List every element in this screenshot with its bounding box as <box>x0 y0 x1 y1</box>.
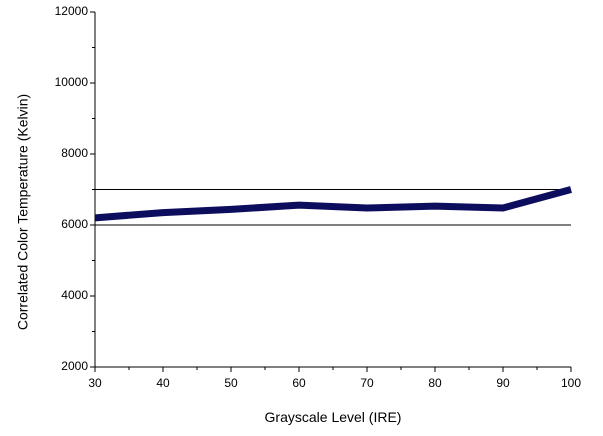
y-tick-label-10000: 10000 <box>55 75 89 89</box>
x-tick-label-60: 60 <box>292 376 306 390</box>
y-axis-title-group: Correlated Color Temperature (Kelvin) <box>15 94 31 330</box>
x-axis-title: Grayscale Level (IRE) <box>265 409 402 425</box>
x-tick-label-30: 30 <box>88 376 102 390</box>
y-tick-label-12000: 12000 <box>55 4 89 18</box>
y-axis-title: Correlated Color Temperature (Kelvin) <box>15 94 31 330</box>
x-tick-label-90: 90 <box>496 376 510 390</box>
x-tick-label-80: 80 <box>428 376 442 390</box>
x-tick-label-40: 40 <box>156 376 170 390</box>
y-tick-label-8000: 8000 <box>61 146 88 160</box>
y-tick-label-2000: 2000 <box>61 359 88 373</box>
y-tick-label-4000: 4000 <box>61 288 88 302</box>
series-line-0 <box>94 186 572 222</box>
x-tick-label-100: 100 <box>561 376 581 390</box>
plot-area: 2000 4000 6000 8000 10000 12000 30 40 50 60 70 80 90… <box>55 4 582 390</box>
y-tick-label-6000: 6000 <box>61 217 88 231</box>
x-tick-label-70: 70 <box>360 376 374 390</box>
x-tick-label-50: 50 <box>224 376 238 390</box>
